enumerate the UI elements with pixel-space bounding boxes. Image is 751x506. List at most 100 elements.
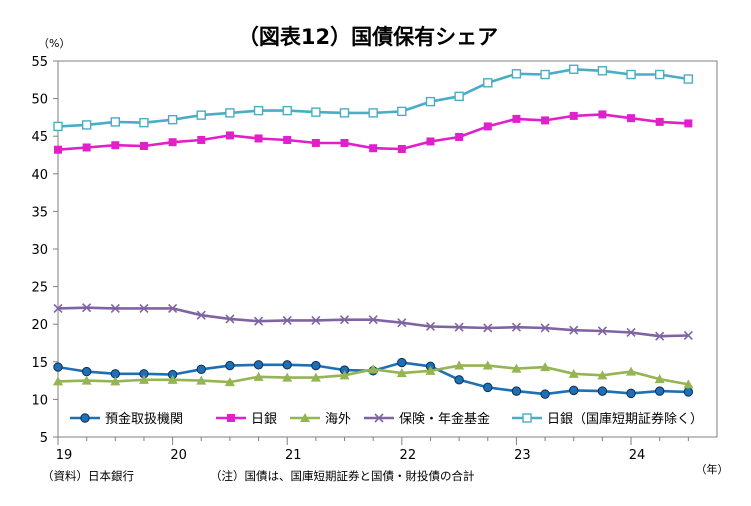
data-point (540, 323, 550, 333)
legend-label: 海外 (325, 412, 351, 427)
series-line (57, 306, 689, 338)
data-point (197, 135, 206, 144)
data-point (167, 374, 178, 384)
series-3 (53, 360, 694, 389)
data-point (511, 69, 522, 79)
data-point (540, 69, 550, 80)
data-point (139, 303, 149, 313)
data-point (511, 363, 522, 373)
data-point (454, 375, 464, 385)
data-point (482, 360, 493, 370)
data-point (397, 357, 407, 368)
data-point (655, 331, 665, 341)
data-point (168, 138, 177, 147)
data-point (253, 316, 264, 326)
data-point (483, 78, 493, 88)
x-axis-unit: （年） (696, 462, 729, 476)
footnote: （注）国債は、国庫短期証券と国債・財投債の合計 (210, 469, 475, 483)
data-point (483, 122, 492, 131)
series-2 (54, 110, 693, 154)
y-tick-label: 30 (31, 243, 48, 258)
data-point (483, 323, 493, 333)
y-tick-label: 20 (31, 318, 48, 333)
legend-marker (374, 413, 384, 423)
data-point (368, 364, 379, 374)
data-point (454, 360, 465, 370)
legend: 預金取扱機関 日銀 海外 保険・年金基金 日銀（国庫短期証券除く） (70, 411, 703, 427)
data-point (282, 360, 292, 370)
data-point (425, 96, 436, 107)
data-point (311, 107, 321, 117)
data-point (225, 360, 235, 371)
data-point (597, 370, 608, 380)
data-point (683, 387, 694, 397)
y-tick-label: 25 (31, 281, 48, 296)
data-point (568, 368, 579, 378)
data-point (598, 110, 607, 119)
data-point (684, 119, 693, 128)
y-tick-label: 50 (31, 93, 48, 108)
data-point (81, 120, 92, 130)
data-point (425, 321, 436, 332)
data-point (654, 374, 665, 384)
data-point (540, 362, 551, 372)
data-point (368, 108, 378, 118)
data-point (626, 366, 637, 376)
legend-item: 保険・年金基金 (364, 411, 490, 427)
legend-marker (300, 413, 310, 422)
data-point (282, 372, 293, 382)
data-point (626, 69, 636, 80)
data-point (455, 132, 464, 141)
data-point (512, 114, 521, 123)
data-point (511, 386, 522, 396)
legend-item: 預金取扱機関 (70, 411, 183, 427)
data-point (167, 114, 178, 125)
x-tick-label: 20 (170, 448, 187, 463)
x-tick-label: 19 (56, 448, 73, 463)
data-point (569, 111, 578, 120)
data-point (81, 375, 92, 385)
x-tick-label: 23 (514, 448, 531, 463)
data-point (110, 117, 121, 127)
data-point (654, 386, 665, 396)
data-point (569, 385, 579, 396)
data-point (397, 144, 406, 153)
data-point (282, 105, 292, 116)
data-point (254, 134, 263, 143)
chart-title: （図表12）国債保有シェア (238, 25, 498, 49)
data-point (311, 138, 320, 147)
data-point (683, 74, 694, 84)
data-point (53, 376, 63, 386)
data-point (597, 386, 608, 396)
x-tick-label: 24 (629, 448, 646, 463)
y-tick-label: 55 (31, 55, 48, 70)
data-point (396, 368, 407, 378)
x-axis: 19 20 21 22 23 24 (56, 437, 689, 463)
y-tick-label: 10 (31, 393, 48, 408)
data-point (369, 144, 378, 153)
source-note: （資料）日本銀行 (42, 469, 134, 483)
data-point (626, 388, 636, 399)
data-point (425, 365, 436, 375)
data-point (511, 322, 522, 332)
data-point (654, 69, 665, 80)
legend-item: 海外 (290, 412, 351, 427)
legend-marker (80, 413, 90, 423)
data-point (426, 137, 435, 146)
data-point (368, 315, 378, 325)
data-point (139, 141, 148, 150)
data-point (626, 327, 636, 338)
series-line (57, 68, 689, 128)
data-point (253, 105, 264, 116)
data-point (110, 303, 120, 313)
data-point (339, 315, 350, 325)
data-point (196, 110, 206, 120)
legend-item: 日銀 (216, 412, 277, 427)
legend-label: 保険・年金基金 (399, 411, 490, 427)
data-point (225, 131, 234, 140)
y-tick-label: 45 (31, 130, 48, 145)
series-layer (53, 64, 694, 399)
data-point (196, 364, 206, 375)
legend-label: 預金取扱機関 (105, 411, 183, 427)
data-point (683, 330, 693, 341)
